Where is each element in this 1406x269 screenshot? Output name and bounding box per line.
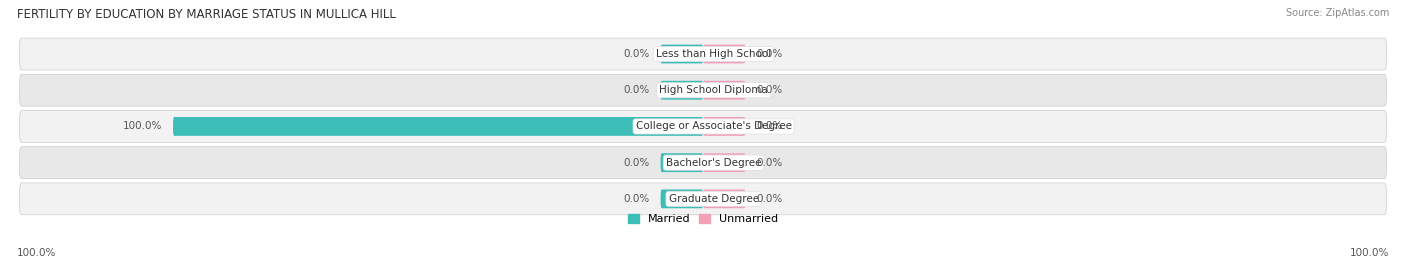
Text: Source: ZipAtlas.com: Source: ZipAtlas.com (1285, 8, 1389, 18)
Text: College or Associate's Degree: College or Associate's Degree (636, 121, 792, 132)
FancyBboxPatch shape (661, 81, 703, 100)
FancyBboxPatch shape (661, 189, 703, 208)
Text: Bachelor's Degree: Bachelor's Degree (666, 158, 762, 168)
FancyBboxPatch shape (20, 74, 1386, 106)
Text: 0.0%: 0.0% (756, 158, 782, 168)
Text: 100.0%: 100.0% (1350, 248, 1389, 258)
Text: 0.0%: 0.0% (624, 158, 650, 168)
Text: 100.0%: 100.0% (17, 248, 56, 258)
FancyBboxPatch shape (703, 45, 745, 63)
Text: Graduate Degree: Graduate Degree (668, 194, 759, 204)
Text: 0.0%: 0.0% (624, 85, 650, 95)
FancyBboxPatch shape (703, 153, 745, 172)
FancyBboxPatch shape (661, 153, 703, 172)
Legend: Married, Unmarried: Married, Unmarried (627, 214, 779, 224)
FancyBboxPatch shape (661, 45, 703, 63)
Text: High School Diploma: High School Diploma (659, 85, 768, 95)
FancyBboxPatch shape (173, 117, 703, 136)
Text: 0.0%: 0.0% (756, 121, 782, 132)
FancyBboxPatch shape (703, 81, 745, 100)
Text: Less than High School: Less than High School (657, 49, 772, 59)
FancyBboxPatch shape (20, 147, 1386, 179)
Text: 0.0%: 0.0% (624, 194, 650, 204)
FancyBboxPatch shape (20, 111, 1386, 142)
Text: 100.0%: 100.0% (124, 121, 163, 132)
FancyBboxPatch shape (703, 189, 745, 208)
Text: 0.0%: 0.0% (756, 49, 782, 59)
FancyBboxPatch shape (703, 117, 745, 136)
Text: FERTILITY BY EDUCATION BY MARRIAGE STATUS IN MULLICA HILL: FERTILITY BY EDUCATION BY MARRIAGE STATU… (17, 8, 395, 21)
Text: 0.0%: 0.0% (624, 49, 650, 59)
FancyBboxPatch shape (20, 38, 1386, 70)
Text: 0.0%: 0.0% (756, 85, 782, 95)
Text: 0.0%: 0.0% (756, 194, 782, 204)
FancyBboxPatch shape (20, 183, 1386, 215)
